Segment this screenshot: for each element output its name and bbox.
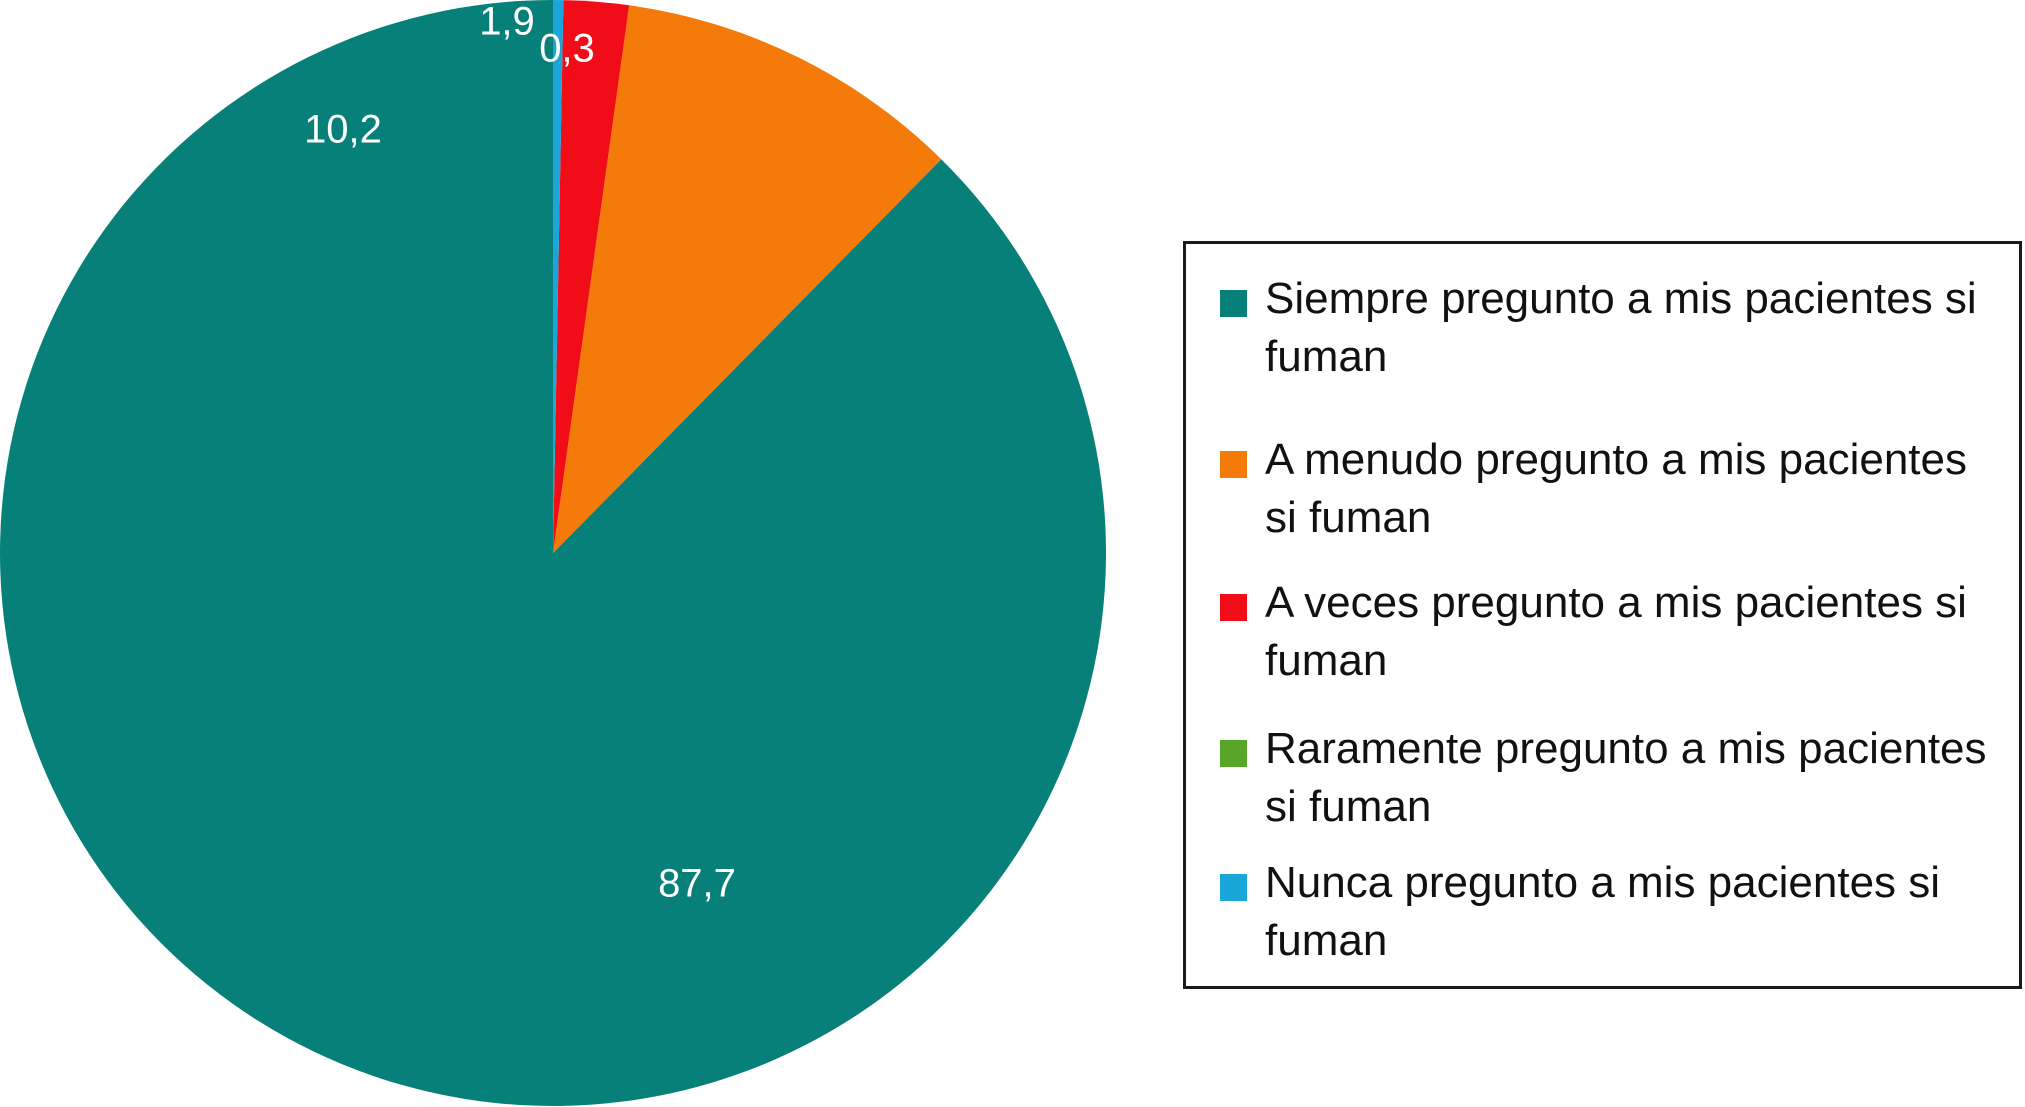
legend-swatch-nunca bbox=[1220, 874, 1247, 901]
legend-swatch-siempre bbox=[1220, 290, 1247, 317]
slice-value-label-1: 10,2 bbox=[304, 108, 382, 152]
pie-slices bbox=[0, 0, 1106, 1106]
legend-swatch-a-veces bbox=[1220, 594, 1247, 621]
legend-item-a-menudo: A menudo pregunto a mis pacientes si fum… bbox=[1220, 431, 2010, 547]
legend-item-siempre: Siempre pregunto a mis pacientes si fuma… bbox=[1220, 270, 2010, 386]
legend-label-nunca: Nunca pregunto a mis pacientes si fuman bbox=[1265, 858, 1941, 965]
pie-slice-2 bbox=[553, 0, 630, 554]
legend-item-a-veces: A veces pregunto a mis pacientes si fuma… bbox=[1220, 574, 2010, 690]
legend-label-a-menudo: A menudo pregunto a mis pacientes si fum… bbox=[1265, 435, 1968, 542]
legend-label-siempre: Siempre pregunto a mis pacientes si fuma… bbox=[1265, 274, 1977, 381]
legend-item-nunca: Nunca pregunto a mis pacientes si fuman bbox=[1220, 854, 2010, 970]
slice-value-label-2: 1,9 bbox=[479, 0, 535, 44]
legend-swatch-a-menudo bbox=[1220, 451, 1247, 478]
legend: Siempre pregunto a mis pacientes si fuma… bbox=[1183, 241, 2022, 989]
slice-value-label-4: 0,3 bbox=[539, 27, 595, 71]
legend-item-raramente: Raramente pregunto a mis pacientes si fu… bbox=[1220, 720, 2010, 836]
slice-value-label-0: 87,7 bbox=[658, 862, 736, 906]
legend-label-raramente: Raramente pregunto a mis pacientes si fu… bbox=[1265, 724, 1987, 831]
pie-slice-1 bbox=[553, 5, 942, 553]
legend-label-a-veces: A veces pregunto a mis pacientes si fuma… bbox=[1265, 578, 1967, 685]
legend-swatch-raramente bbox=[1220, 740, 1247, 767]
pie-slice-4 bbox=[553, 0, 564, 553]
pie-value-labels: 87,7 10,2 1,90,3 bbox=[304, 0, 736, 906]
